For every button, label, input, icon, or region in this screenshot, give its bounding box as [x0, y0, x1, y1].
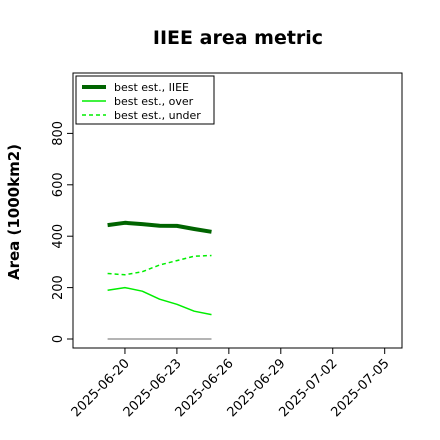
- x-axis: 2025-06-202025-06-232025-06-262025-06-29…: [69, 348, 393, 420]
- y-tick-label: 600: [51, 172, 66, 197]
- y-tick-label: 0: [51, 335, 66, 343]
- y-axis: 0 200 400 600 800: [51, 121, 73, 343]
- y-tick-label: 800: [51, 121, 66, 146]
- y-tick-label: 400: [51, 224, 66, 249]
- legend-label-3: best est., under: [114, 109, 201, 122]
- series-lines: [107, 220, 212, 340]
- chart-title: IIEE area metric: [153, 27, 323, 49]
- series-line-1: [107, 220, 212, 234]
- series-line-2: [107, 286, 212, 316]
- y-axis-label: Area (1000km2): [5, 144, 23, 280]
- legend-box: [75, 75, 215, 125]
- series-line-3: [107, 254, 212, 276]
- legend-label-2: best est., over: [114, 95, 194, 108]
- legend-label-1: best est., IIEE: [114, 81, 189, 94]
- y-tick-label: 200: [51, 275, 66, 300]
